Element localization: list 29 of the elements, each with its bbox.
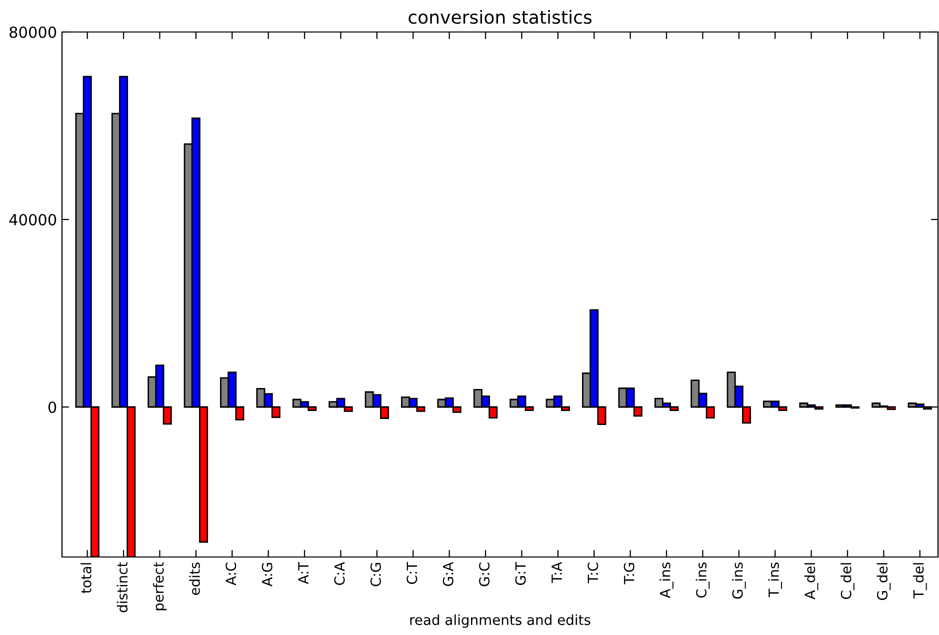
x-tick-label: C:A bbox=[334, 562, 345, 585]
x-tick-label: T_ins bbox=[768, 562, 782, 598]
x-tick-label: C:T bbox=[406, 562, 418, 584]
x-tick-label: A:T bbox=[298, 562, 308, 584]
x-tick-label: A:C bbox=[226, 562, 236, 586]
y-tick-label: 40000 bbox=[9, 214, 56, 226]
x-tick-label: C_del bbox=[840, 563, 854, 599]
x-tick-label: C_ins bbox=[696, 562, 710, 598]
x-tick-label: T:A bbox=[552, 562, 562, 584]
x-tick-label: edits bbox=[189, 562, 200, 595]
x-tick-label: G_del bbox=[876, 563, 891, 600]
x-tick-label: total bbox=[80, 563, 92, 594]
x-tick-label: T_del bbox=[912, 563, 927, 599]
y-tick-label: 80000 bbox=[10, 26, 56, 38]
x-tick-label: G:A bbox=[442, 562, 454, 586]
x-tick-label: C:G bbox=[370, 563, 381, 586]
x-tick-label: T:G bbox=[624, 563, 634, 584]
x-tick-label: G:C bbox=[479, 562, 490, 586]
x-tick-label: A:G bbox=[262, 563, 272, 586]
x-tick-label: distinct bbox=[116, 562, 128, 612]
y-tick-label: 0 bbox=[48, 401, 56, 414]
x-tick-label: perfect bbox=[153, 562, 166, 610]
x-axis-title: read alignments and edits bbox=[410, 614, 590, 628]
chart-title: conversion statistics bbox=[408, 10, 592, 24]
x-tick-label: G_ins bbox=[732, 562, 746, 599]
x-tick-label: T:C bbox=[588, 562, 598, 584]
x-tick-label: A_ins bbox=[660, 562, 674, 598]
x-tick-label: G:T bbox=[515, 562, 526, 586]
x-tick-label: A_del bbox=[804, 563, 818, 600]
